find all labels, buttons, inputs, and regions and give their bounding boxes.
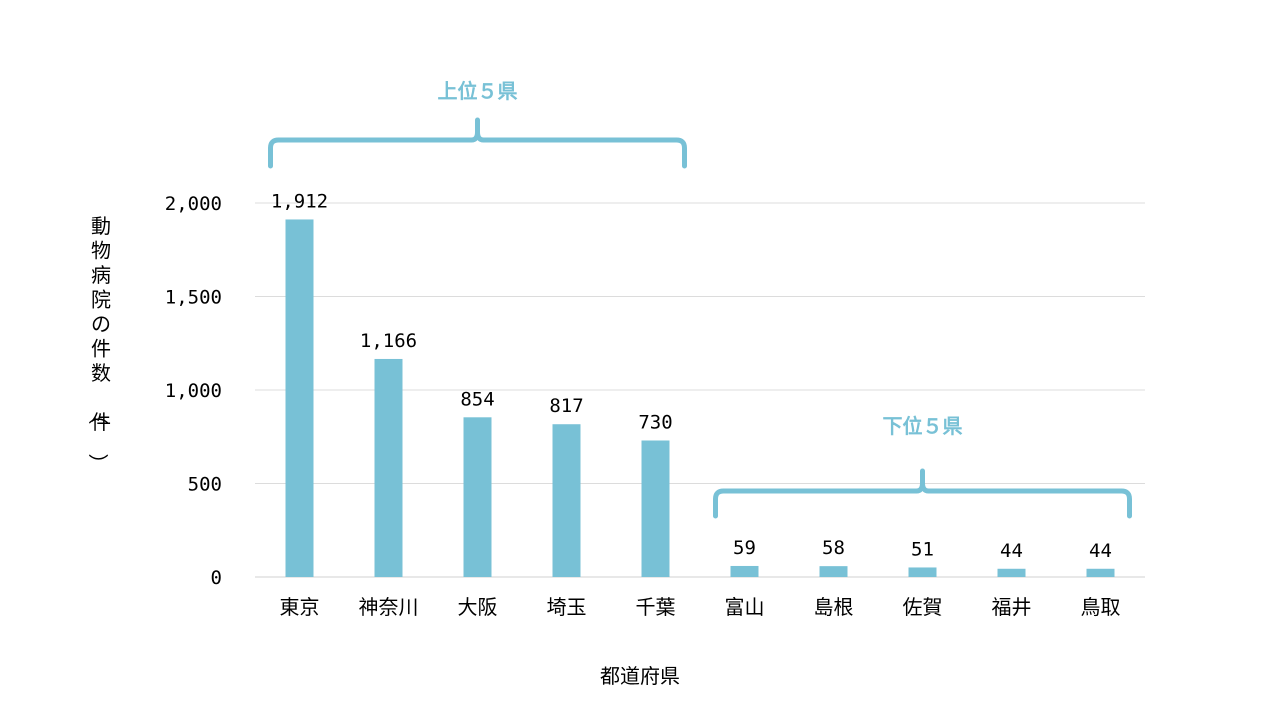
category-label: 神奈川: [359, 595, 419, 619]
group-bracket: [268, 129, 687, 169]
y-tick-labels: 0 500 1,000 1,500 2,000: [165, 193, 222, 589]
gridlines: [255, 202, 1145, 578]
y-tick-label: 1,000: [165, 380, 222, 402]
category-label: 千葉: [636, 595, 676, 619]
data-label: 1,166: [360, 330, 417, 352]
x-tick-labels: 東京 神奈川 大阪 埼玉 千葉 富山 島根 佐賀 福井 鳥取: [280, 595, 1121, 619]
group-label: 下位５県: [883, 414, 963, 438]
category-label: 佐賀: [903, 595, 943, 619]
y-tick-label: 2,000: [165, 193, 222, 215]
data-labels: 1,912 1,166 854 817 730 59 58 51 44 44: [271, 190, 1112, 561]
bar: [1086, 568, 1115, 577]
category-label: 鳥取: [1081, 595, 1121, 619]
bar: [374, 358, 403, 577]
x-axis-title: 都道府県: [600, 664, 680, 688]
bar: [730, 565, 759, 577]
bar: [463, 417, 492, 577]
bar: [285, 219, 314, 577]
bar: [641, 440, 670, 577]
data-label: 817: [549, 395, 583, 417]
data-label: 59: [733, 537, 756, 559]
category-label: 福井: [992, 595, 1032, 619]
data-label: 44: [1089, 540, 1112, 562]
category-label: 埼玉: [547, 595, 587, 619]
group-label: 上位５県: [438, 79, 518, 103]
y-tick-label: 500: [188, 474, 222, 496]
group-bracket: [713, 480, 1132, 519]
bar: [908, 567, 937, 577]
bar: [552, 424, 581, 577]
data-label: 1,912: [271, 190, 328, 212]
data-label: 854: [460, 388, 494, 410]
category-label: 大阪: [458, 595, 498, 619]
data-label: 730: [638, 411, 672, 433]
data-label: 58: [822, 537, 845, 559]
bar: [997, 568, 1026, 577]
category-label: 富山: [725, 595, 765, 619]
y-axis-title: 動物病院の件数（件）: [86, 214, 111, 474]
bar: [819, 566, 848, 577]
category-label: 東京: [280, 595, 320, 619]
y-tick-label: 0: [211, 567, 222, 589]
bars: [285, 219, 1115, 577]
data-label: 44: [1000, 540, 1023, 562]
category-label: 島根: [814, 595, 854, 619]
data-label: 51: [911, 538, 934, 560]
y-tick-label: 1,500: [165, 287, 222, 309]
